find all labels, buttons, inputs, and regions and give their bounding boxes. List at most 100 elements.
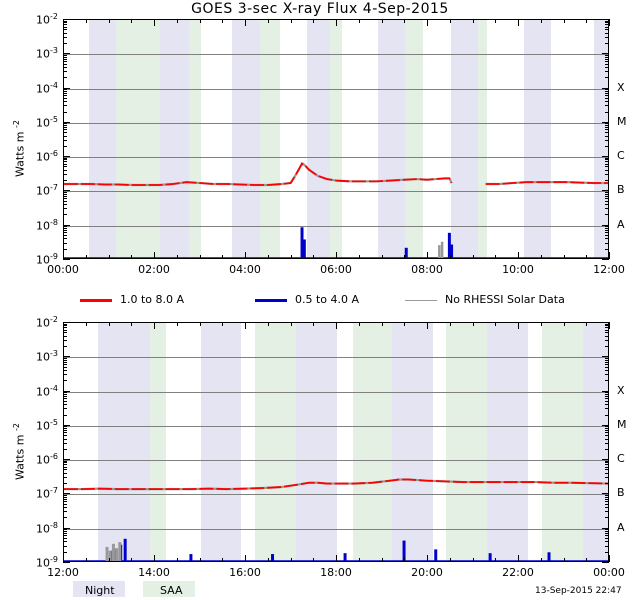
x-minor-tick (268, 255, 269, 259)
x-minor-tick-top (86, 322, 87, 326)
y-minor-tick (63, 37, 67, 38)
y-minor-tick (63, 483, 67, 484)
y-minor-tick-right (605, 415, 609, 416)
x-minor-tick-top (291, 19, 292, 23)
y-minor-tick (63, 398, 67, 399)
y-minor-tick (63, 158, 67, 159)
night-band (523, 20, 551, 258)
y-minor-tick (63, 105, 67, 106)
saa-swatch (143, 581, 195, 597)
y-major-tick (63, 190, 70, 191)
y-minor-tick (63, 61, 67, 62)
y-minor-tick (63, 174, 67, 175)
x-minor-tick-top (450, 19, 451, 23)
y-major-tick (63, 391, 70, 392)
y-minor-tick (63, 67, 67, 68)
y-minor-tick (63, 55, 67, 56)
saa-band (330, 20, 342, 258)
x-major-tick-top (518, 19, 519, 26)
gridline (64, 226, 608, 227)
x-minor-tick (541, 558, 542, 562)
x-minor-tick (109, 255, 110, 259)
x-minor-tick (222, 255, 223, 259)
x-minor-tick-top (268, 19, 269, 23)
x-minor-tick (313, 255, 314, 259)
generated-timestamp: 13-Sep-2015 22:47 (535, 586, 622, 596)
y-minor-tick (63, 201, 67, 202)
x-major-tick (427, 252, 428, 259)
y-minor-tick-right (605, 64, 609, 65)
saa-band (255, 323, 297, 561)
bottom-plot-area[interactable] (63, 322, 609, 562)
y-minor-tick (63, 71, 67, 72)
y-minor-tick-right (605, 33, 609, 34)
x-minor-tick-top (359, 19, 360, 23)
bottom-panel (63, 322, 609, 562)
saa-band (446, 323, 488, 561)
top-panel (63, 19, 609, 259)
top-data-traces (64, 161, 608, 258)
y-major-tick-right (602, 190, 609, 191)
y-minor-tick (63, 57, 67, 58)
y-minor-tick-right (605, 394, 609, 395)
x-minor-tick-top (109, 322, 110, 326)
x-minor-tick (131, 255, 132, 259)
night-band (487, 323, 529, 561)
y-minor-tick-right (605, 71, 609, 72)
y-minor-tick (63, 27, 67, 28)
y-minor-tick (63, 204, 67, 205)
x-major-tick (63, 252, 64, 259)
night-band (594, 20, 608, 258)
y-minor-tick-right (605, 336, 609, 337)
x-minor-tick (200, 255, 201, 259)
y-minor-tick-right (605, 43, 609, 44)
y-minor-tick-right (605, 473, 609, 474)
x-major-tick-top (245, 322, 246, 329)
y-major-tick (63, 122, 70, 123)
y-minor-tick (63, 29, 67, 30)
y-minor-tick-right (605, 127, 609, 128)
x-minor-tick (564, 255, 565, 259)
y-tick-label: 10-5 (36, 114, 58, 130)
y-tick-label: 10-3 (36, 349, 58, 364)
x-tick-label: 00:00 (593, 566, 625, 579)
y-minor-tick (63, 132, 67, 133)
y-minor-tick-right (605, 174, 609, 175)
flare-class-label-x: X (617, 383, 625, 397)
x-minor-tick (291, 255, 292, 259)
y-minor-tick-right (605, 166, 609, 167)
y-minor-tick (63, 232, 67, 233)
no-rhessi-trace (64, 161, 453, 187)
y-minor-tick-right (605, 533, 609, 534)
y-minor-tick (63, 531, 67, 532)
top-plot-area[interactable] (63, 19, 609, 259)
y-minor-tick (63, 408, 67, 409)
y-axis-title: Watts m -2 (12, 423, 27, 480)
x-minor-tick-top (541, 322, 542, 326)
y-tick-label: 10-4 (36, 383, 58, 399)
y-minor-tick-right (605, 426, 609, 427)
y-minor-tick (63, 394, 67, 395)
x-major-tick (154, 555, 155, 562)
y-minor-tick (63, 93, 67, 94)
y-minor-tick-right (605, 358, 609, 359)
y-minor-tick (63, 170, 67, 171)
flare-class-label-m: M (617, 417, 627, 431)
x-minor-tick (86, 558, 87, 562)
x-minor-tick (586, 558, 587, 562)
night-band (296, 323, 337, 561)
y-minor-tick (63, 230, 67, 231)
y-minor-tick-right (605, 59, 609, 60)
x-minor-tick-top (131, 19, 132, 23)
y-minor-tick (63, 535, 67, 536)
x-tick-label: 00:00 (47, 263, 79, 276)
y-minor-tick-right (605, 89, 609, 90)
y-minor-tick (63, 501, 67, 502)
y-minor-tick (63, 192, 67, 193)
y-major-tick-right (602, 53, 609, 54)
y-minor-tick-right (605, 370, 609, 371)
x-tick-label: 16:00 (229, 566, 261, 579)
y-major-tick (63, 156, 70, 157)
y-minor-tick (63, 362, 67, 363)
y-major-tick-right (602, 259, 609, 260)
